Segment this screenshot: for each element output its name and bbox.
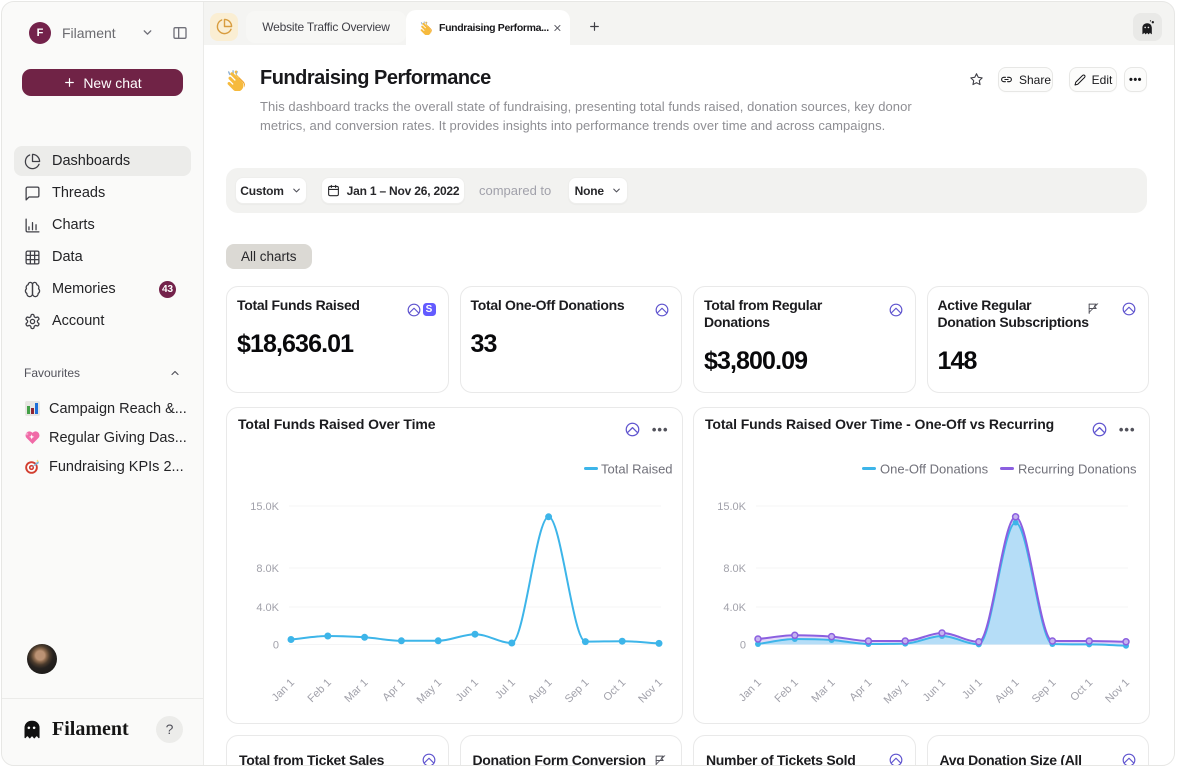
svg-text:Mar 1: Mar 1: [342, 677, 370, 705]
svg-text:Nov 1: Nov 1: [1103, 677, 1132, 706]
svg-text:Feb 1: Feb 1: [306, 677, 334, 705]
svg-text:0: 0: [740, 640, 746, 652]
svg-text:May 1: May 1: [415, 677, 445, 707]
svg-text:4.0K: 4.0K: [256, 602, 279, 614]
svg-text:Oct 1: Oct 1: [601, 677, 628, 704]
svg-text:May 1: May 1: [882, 677, 912, 707]
svg-text:Jan 1: Jan 1: [270, 677, 298, 705]
svg-text:Aug 1: Aug 1: [993, 677, 1022, 706]
svg-text:15.0K: 15.0K: [717, 501, 746, 513]
svg-text:Jun 1: Jun 1: [454, 677, 482, 705]
svg-text:Total Raised: Total Raised: [601, 462, 673, 477]
svg-text:Sep 1: Sep 1: [1030, 677, 1059, 706]
svg-text:Mar 1: Mar 1: [809, 677, 837, 705]
svg-text:Jul 1: Jul 1: [493, 677, 518, 702]
svg-text:Jun 1: Jun 1: [921, 677, 949, 705]
svg-text:Apr 1: Apr 1: [847, 677, 874, 704]
svg-text:Sep 1: Sep 1: [563, 677, 592, 706]
svg-text:8.0K: 8.0K: [256, 563, 279, 575]
svg-text:Apr 1: Apr 1: [380, 677, 407, 704]
svg-text:4.0K: 4.0K: [723, 602, 746, 614]
svg-text:Aug 1: Aug 1: [526, 677, 555, 706]
svg-text:15.0K: 15.0K: [250, 501, 279, 513]
svg-text:Jul 1: Jul 1: [960, 677, 985, 702]
svg-text:0: 0: [273, 640, 279, 652]
svg-text:Recurring Donations: Recurring Donations: [1018, 462, 1137, 477]
svg-text:8.0K: 8.0K: [723, 563, 746, 575]
svg-text:Feb 1: Feb 1: [773, 677, 801, 705]
svg-text:Nov 1: Nov 1: [636, 677, 665, 706]
svg-text:Jan 1: Jan 1: [737, 677, 765, 705]
svg-text:One-Off Donations: One-Off Donations: [880, 462, 989, 477]
svg-text:Oct 1: Oct 1: [1068, 677, 1095, 704]
